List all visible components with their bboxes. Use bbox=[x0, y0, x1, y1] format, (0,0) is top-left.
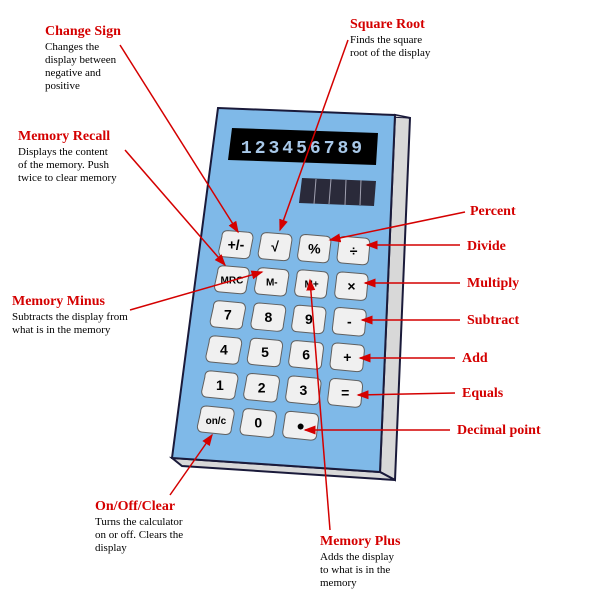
button-dot-label: ● bbox=[296, 417, 304, 433]
callout-add-title: Add bbox=[462, 351, 488, 366]
svg-text:Subtracts the display from: Subtracts the display from bbox=[12, 311, 128, 323]
button-equals-label: = bbox=[341, 385, 349, 401]
svg-text:Finds the square: Finds the square bbox=[350, 34, 422, 46]
button-0-label: 0 bbox=[254, 415, 262, 431]
button-subtract-label: - bbox=[347, 313, 352, 329]
button-7-label: 7 bbox=[224, 307, 232, 323]
button-mminus-label: M- bbox=[266, 278, 278, 289]
svg-text:root of the display: root of the display bbox=[350, 47, 431, 59]
svg-text:positive: positive bbox=[45, 80, 80, 92]
button-multiply-label: × bbox=[347, 278, 355, 294]
callout-mrc-title: Memory Recall bbox=[18, 129, 110, 144]
callout-subtract-title: Subtract bbox=[467, 313, 519, 328]
callout-mplus-title: Memory Plus bbox=[320, 534, 401, 549]
button-sign-label: +/- bbox=[228, 236, 245, 252]
svg-text:Changes the: Changes the bbox=[45, 41, 99, 53]
callout-change-sign-title: Change Sign bbox=[45, 24, 121, 39]
svg-text:memory: memory bbox=[320, 577, 357, 589]
callout-decimal-title: Decimal point bbox=[457, 423, 541, 438]
callout-percent-title: Percent bbox=[470, 204, 516, 219]
button-onc-label: on/c bbox=[206, 416, 227, 427]
callout-onc-title: On/Off/Clear bbox=[95, 499, 175, 514]
button-8-label: 8 bbox=[265, 309, 273, 325]
svg-text:twice to clear memory: twice to clear memory bbox=[18, 172, 117, 184]
svg-text:what is in the memory: what is in the memory bbox=[12, 324, 111, 336]
button-percent-label: % bbox=[308, 240, 321, 256]
button-4-label: 4 bbox=[220, 342, 228, 358]
calculator-diagram: 123456789 +/-√%÷MRCM-M+×789-456+123=on/c… bbox=[0, 0, 600, 600]
button-3-label: 3 bbox=[300, 382, 308, 398]
button-5-label: 5 bbox=[261, 344, 269, 360]
button-add-label: + bbox=[343, 349, 351, 365]
solar-panel bbox=[299, 178, 376, 206]
button-6-label: 6 bbox=[302, 347, 310, 363]
svg-text:on or off. Clears the: on or off. Clears the bbox=[95, 529, 183, 541]
svg-text:Turns the calculator: Turns the calculator bbox=[95, 516, 183, 528]
svg-text:display: display bbox=[95, 542, 127, 554]
svg-text:of the memory. Push: of the memory. Push bbox=[18, 159, 109, 171]
callout-multiply-title: Multiply bbox=[467, 276, 519, 291]
callout-mminus-title: Memory Minus bbox=[12, 294, 105, 309]
button-divide-label: ÷ bbox=[350, 242, 358, 258]
svg-text:Adds the display: Adds the display bbox=[320, 551, 394, 563]
svg-text:display between: display between bbox=[45, 54, 117, 66]
svg-text:Displays the content: Displays the content bbox=[18, 146, 108, 158]
calculator-display: 123456789 bbox=[228, 128, 378, 165]
display-value: 123456789 bbox=[241, 139, 365, 159]
svg-text:to what is in the: to what is in the bbox=[320, 564, 390, 576]
button-2-label: 2 bbox=[258, 379, 266, 395]
button-mplus-label: M+ bbox=[305, 280, 319, 291]
callout-equals-title: Equals bbox=[462, 386, 504, 401]
svg-text:negative and: negative and bbox=[45, 67, 101, 79]
button-1-label: 1 bbox=[216, 377, 224, 393]
button-sqrt-label: √ bbox=[271, 238, 279, 254]
callout-sqrt-title: Square Root bbox=[350, 17, 425, 32]
callout-divide-title: Divide bbox=[467, 239, 506, 254]
button-9-label: 9 bbox=[305, 311, 313, 327]
